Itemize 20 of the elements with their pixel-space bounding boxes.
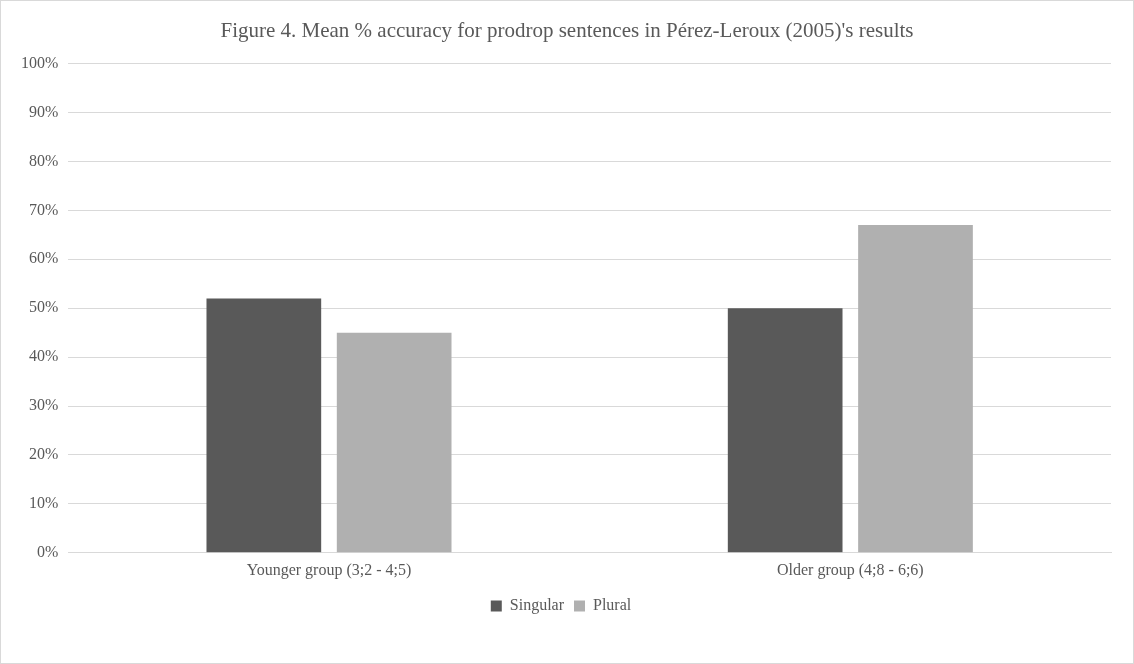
y-tick-label: 90% [29, 102, 59, 120]
x-tick-label: Younger group (3;2 - 4;5) [246, 560, 412, 579]
y-tick-label: 70% [29, 200, 59, 218]
y-tick-label: 60% [29, 249, 59, 267]
y-tick-label: 80% [29, 151, 59, 169]
y-tick-label: 30% [29, 396, 59, 414]
legend-label: Plural [593, 596, 632, 614]
y-tick-label: 50% [29, 298, 59, 316]
legend-label: Singular [509, 596, 565, 615]
y-tick-label: 0% [37, 543, 59, 560]
y-tick-label: 40% [29, 347, 59, 365]
y-tick-label: 100% [21, 53, 59, 71]
bar [858, 225, 973, 553]
bar [336, 332, 452, 553]
chart-title: Figure 4. Mean % accuracy for prodrop sentences in Pérez-Leroux (2005)'s results [219, 17, 915, 44]
x-tick-label: Older group (4;8 - 6;6) [777, 560, 924, 579]
bar [727, 308, 843, 553]
y-tick-label: 10% [29, 494, 59, 512]
y-tick-label: 20% [29, 445, 59, 463]
bar [206, 298, 322, 553]
